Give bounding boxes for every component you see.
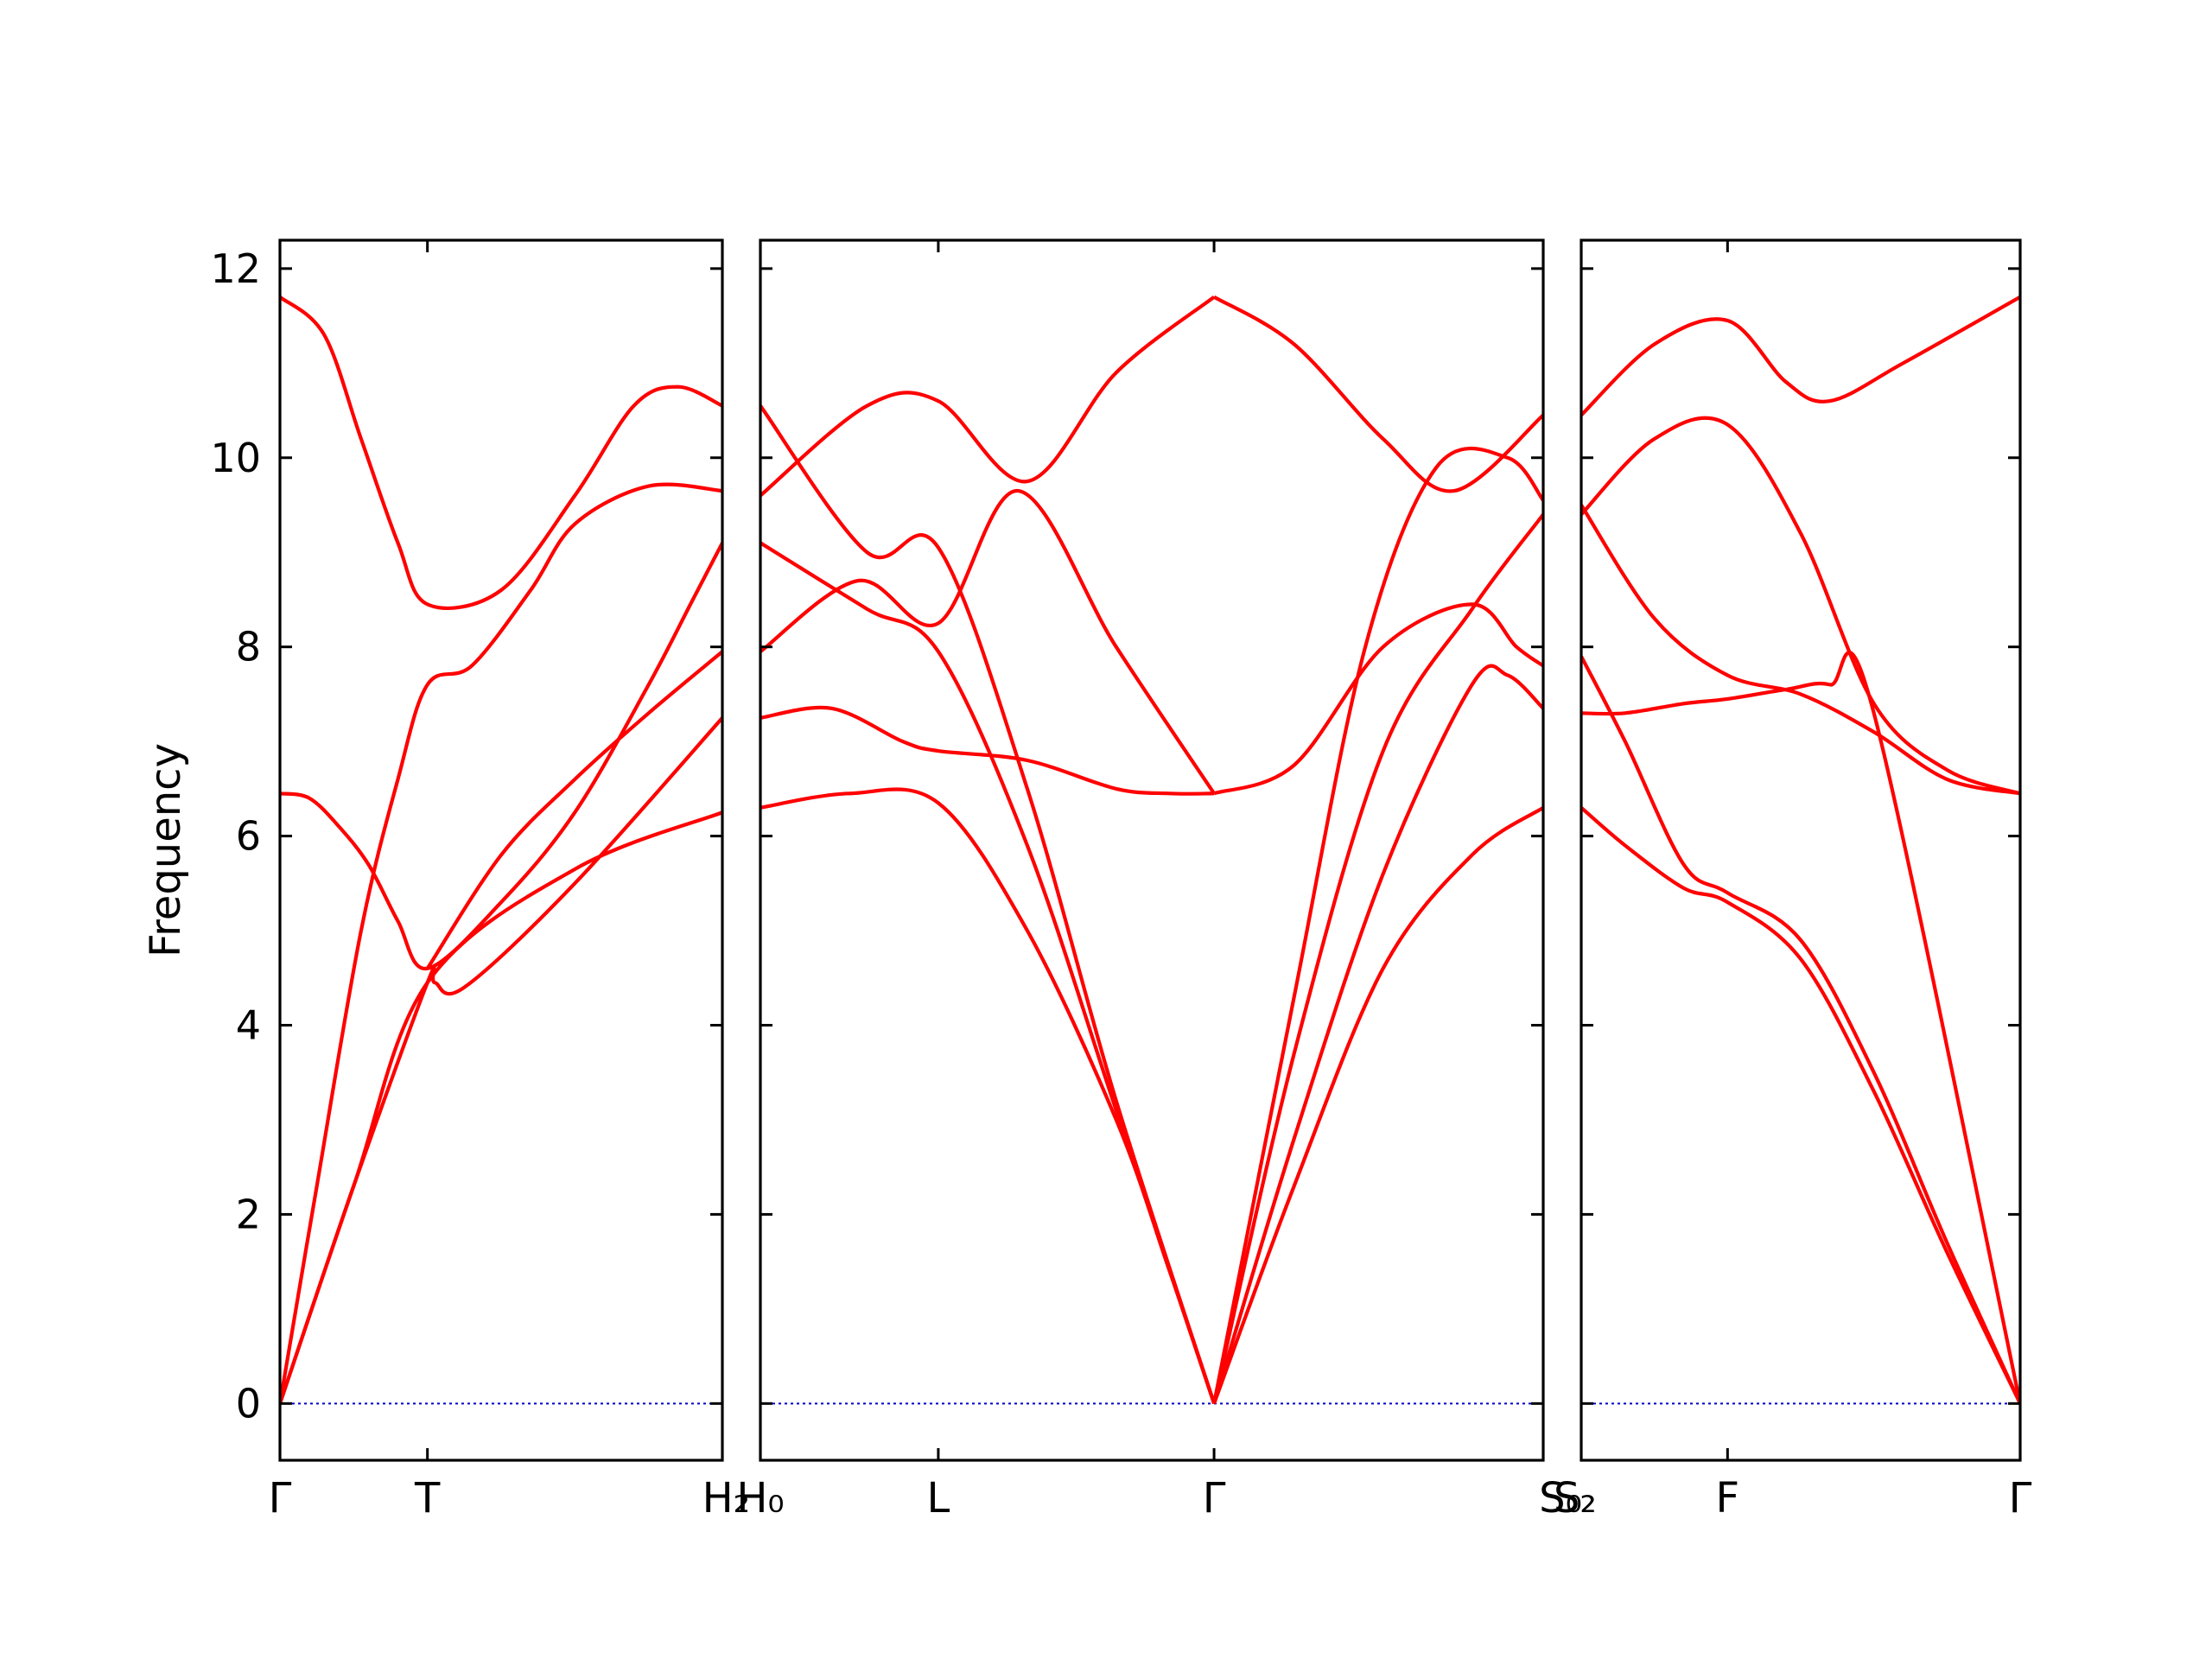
phonon-band-12 [1212,805,1543,1405]
y-tick-label: 10 [210,435,261,481]
y-tick-label: 0 [236,1380,261,1427]
x-tick-label: H₀ [736,1474,784,1522]
phonon-band-6 [425,650,722,969]
y-axis-label: Frequency [142,743,190,957]
x-tick-label: Γ [2009,1474,2032,1522]
phonon-band-8 [1212,446,1543,1404]
bands [760,295,1543,1405]
phonon-band-6 [760,489,1216,795]
y-tick-label: 8 [236,624,261,671]
phonon-band-3 [760,296,1216,498]
y-tick-label: 6 [236,813,261,860]
y-tick-label: 4 [236,1001,261,1048]
panel-1: Γ T H₂ [269,238,750,1522]
y-tick-label: 12 [210,245,261,292]
panel-2: H₀ L Γ S₀ [736,238,1582,1522]
phonon-band-3 [280,542,722,970]
phonon-band-10 [1213,602,1543,796]
x-tick-label: F [1716,1474,1740,1522]
phonon-band-5 [280,296,722,610]
phonon-band-1 [760,787,1217,1404]
x-tick-label: S₂ [1554,1474,1597,1522]
panel-3: S₂ F Γ [1554,238,2032,1522]
phonon-band-4 [1581,651,2020,1404]
bands [280,296,722,1404]
x-tick-label: Γ [1203,1474,1226,1522]
phonon-band-5 [760,541,1217,1404]
panel-frame [278,238,724,1462]
x-tick-label: T [414,1474,441,1522]
phonon-band-5 [1581,655,2020,1405]
phonon-band-2 [760,705,1215,796]
phonon-band-7 [1213,295,1543,493]
bands [1581,295,2020,1405]
x-tick-label: Γ [269,1474,292,1522]
x-tick-label: H₂ [702,1474,750,1522]
phonon-band-2 [1581,416,2020,796]
phonon-band-1 [1581,295,2020,417]
phonon-band-6 [1581,806,2020,1405]
phonon-band-11 [1212,664,1543,1404]
y-tick-label: 2 [236,1191,261,1237]
x-tick-label: S₀ [1539,1474,1582,1522]
phonon-band-3 [1581,504,2020,796]
panel-frame [759,238,1545,1462]
y-axis: 0 2 4 6 8 10 12 [210,245,261,1427]
panel-frame [1580,238,2022,1462]
phonon-band-2 [280,716,722,1404]
phonon-band-4 [760,404,1217,1404]
phonon-band-4 [280,482,722,1404]
x-tick-label: L [927,1474,950,1522]
